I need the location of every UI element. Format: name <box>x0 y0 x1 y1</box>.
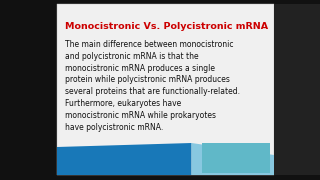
Text: The main difference between monocistronic
and polycistronic mRNA is that the
mon: The main difference between monocistroni… <box>65 40 240 132</box>
Polygon shape <box>57 143 192 175</box>
Text: Monocistronic Vs. Polycistronic mRNA: Monocistronic Vs. Polycistronic mRNA <box>65 22 268 31</box>
Bar <box>202 143 270 173</box>
Bar <box>274 4 320 175</box>
Bar <box>57 4 274 175</box>
Polygon shape <box>192 143 274 175</box>
